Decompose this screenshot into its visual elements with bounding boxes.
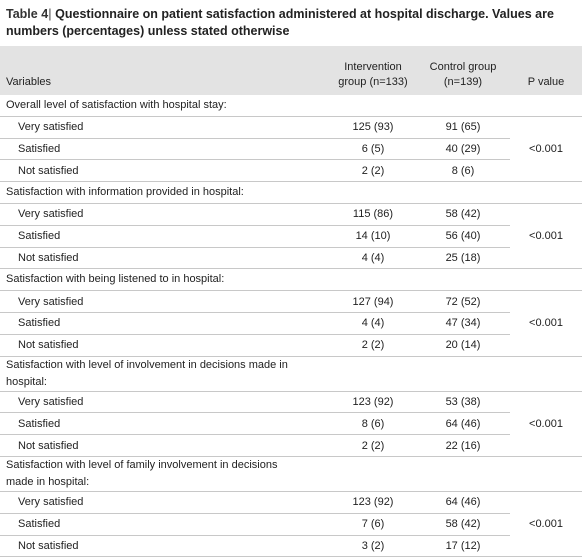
section-title: Overall level of satisfaction with hospi… (6, 98, 227, 111)
control-cell: 47 (34) (416, 312, 510, 335)
row-label: Satisfied (0, 513, 330, 536)
intervention-cell: 2 (2) (330, 159, 416, 183)
data-row: Very satisfied 115 (86) 58 (42) <0.001 (0, 203, 582, 270)
intervention-cell: 123 (92) (330, 391, 416, 414)
row-label: Not satisfied (0, 159, 330, 183)
data-row: Satisfied 4 (4) 47 (34) (0, 312, 582, 335)
intervention-cell: 4 (4) (330, 247, 416, 270)
row-label: Very satisfied (0, 290, 330, 313)
section-title-cell: Satisfaction with being listened to in h… (0, 268, 582, 292)
intervention-cell: 123 (92) (330, 491, 416, 514)
row-label: Satisfied (0, 412, 330, 436)
header-cell: Control group (n=139) (429, 61, 497, 88)
table-body: Overall level of satisfaction with hospi… (0, 95, 582, 557)
row-label: Satisfied (0, 312, 330, 335)
control-cell: 64 (46) (416, 491, 510, 514)
data-row: Very satisfied 123 (92) 53 (38) <0.001 (0, 391, 582, 457)
row-label: Satisfied (0, 225, 330, 248)
table: Variables Intervention group (n=133) Con… (0, 46, 582, 557)
data-row: Not satisfied 3 (2) 17 (12) (0, 535, 582, 557)
intervention-cell: 115 (86) (330, 203, 416, 226)
data-row: Satisfied 7 (6) 58 (42) (0, 513, 582, 536)
p-value-cell: <0.001 (510, 391, 582, 457)
p-value-cell: <0.001 (510, 203, 582, 270)
intervention-cell: 2 (2) (330, 334, 416, 357)
data-row: Satisfied 8 (6) 64 (46) (0, 412, 582, 436)
section-row: Satisfaction with level of involvement i… (0, 356, 582, 392)
p-value-cell: <0.001 (510, 116, 582, 183)
data-row: Not satisfied 2 (2) 22 (16) (0, 434, 582, 457)
intervention-cell: 14 (10) (330, 225, 416, 248)
control-cell: 40 (29) (416, 138, 510, 161)
section-title-cell: Satisfaction with information provided i… (0, 181, 582, 204)
row-label: Very satisfied (0, 391, 330, 414)
section-title-cell: Overall level of satisfaction with hospi… (0, 95, 582, 117)
row-label: Very satisfied (0, 203, 330, 226)
row-label: Very satisfied (0, 116, 330, 139)
row-label: Not satisfied (0, 247, 330, 270)
control-cell: 58 (42) (416, 513, 510, 536)
control-cell: 17 (12) (416, 535, 510, 557)
section-row: Satisfaction with being listened to in h… (0, 268, 582, 292)
data-row: Very satisfied 125 (93) 91 (65) <0.001 (0, 116, 582, 183)
control-cell: 72 (52) (416, 290, 510, 313)
control-cell: 25 (18) (416, 247, 510, 270)
intervention-cell: 2 (2) (330, 434, 416, 457)
data-row: Very satisfied 123 (92) 64 (46) <0.001 (0, 491, 582, 557)
row-label: Not satisfied (0, 434, 330, 457)
section-title: Satisfaction with level of involvement i… (6, 358, 288, 388)
intervention-cell: 8 (6) (330, 412, 416, 436)
header-cell: Intervention group (n=133) (338, 61, 408, 88)
intervention-cell: 7 (6) (330, 513, 416, 536)
control-cell: 64 (46) (416, 412, 510, 436)
intervention-cell: 6 (5) (330, 138, 416, 161)
section-title-cell: Satisfaction with level of involvement i… (0, 356, 582, 392)
header-cell: Variables (6, 76, 52, 88)
data-row: Not satisfied 2 (2) 20 (14) (0, 334, 582, 357)
section-row: Satisfaction with information provided i… (0, 181, 582, 204)
row-label: Not satisfied (0, 334, 330, 357)
row-label: Not satisfied (0, 535, 330, 557)
data-row: Very satisfied 127 (94) 72 (52) <0.001 (0, 290, 582, 357)
intervention-cell: 125 (93) (330, 116, 416, 139)
control-cell: 56 (40) (416, 225, 510, 248)
control-cell: 58 (42) (416, 203, 510, 226)
intervention-cell: 3 (2) (330, 535, 416, 557)
control-cell: 20 (14) (416, 334, 510, 357)
section-title: Satisfaction with information provided i… (6, 186, 244, 199)
row-label: Very satisfied (0, 491, 330, 514)
section-row: Overall level of satisfaction with hospi… (0, 95, 582, 117)
control-cell: 53 (38) (416, 391, 510, 414)
data-row: Satisfied 6 (5) 40 (29) (0, 138, 582, 161)
section-title-cell: Satisfaction with level of family involv… (0, 456, 582, 492)
header-cell: P value (527, 76, 565, 88)
table-caption: Table 4| Questionnaire on patient satisf… (6, 7, 554, 38)
row-label: Satisfied (0, 138, 330, 161)
control-cell: 8 (6) (416, 159, 510, 183)
p-value-cell: <0.001 (510, 290, 582, 357)
section-row: Satisfaction with level of family involv… (0, 456, 582, 492)
section-title: Satisfaction with being listened to in h… (6, 273, 225, 286)
intervention-cell: 127 (94) (330, 290, 416, 313)
control-cell: 91 (65) (416, 116, 510, 139)
table-label: Table 4 (6, 7, 49, 21)
intervention-cell: 4 (4) (330, 312, 416, 335)
data-row: Not satisfied 4 (4) 25 (18) (0, 247, 582, 270)
table-title: Questionnaire on patient satisfaction ad… (6, 7, 554, 38)
control-cell: 22 (16) (416, 434, 510, 457)
data-row: Not satisfied 2 (2) 8 (6) (0, 159, 582, 183)
data-row: Satisfied 14 (10) 56 (40) (0, 225, 582, 248)
section-title: Satisfaction with level of family involv… (6, 458, 278, 488)
header-row: Variables Intervention group (n=133) Con… (0, 46, 582, 95)
p-value-cell: <0.001 (510, 491, 582, 557)
